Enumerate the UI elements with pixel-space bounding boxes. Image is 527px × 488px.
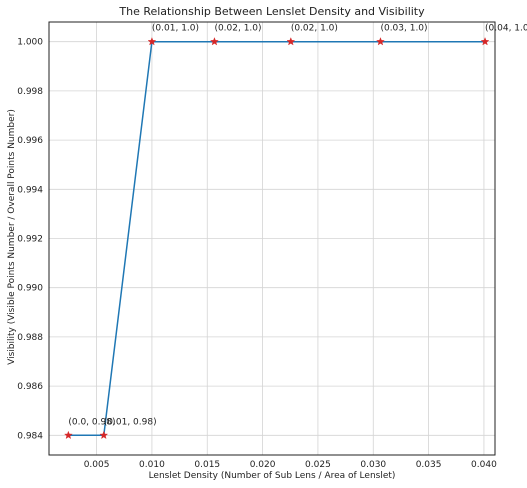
data-point-marker — [480, 37, 490, 46]
data-point-marker — [147, 37, 157, 46]
x-tick-label: 0.025 — [305, 460, 331, 470]
y-tick-label: 0.988 — [17, 333, 43, 343]
y-tick-label: 0.986 — [17, 382, 43, 392]
data-point-marker — [376, 37, 385, 46]
x-tick-label: 0.040 — [471, 460, 497, 470]
data-point-marker — [99, 430, 109, 440]
y-tick-label: 0.998 — [17, 87, 43, 97]
x-tick-label: 0.020 — [250, 460, 276, 470]
grid — [49, 22, 495, 455]
data-point-label: (0.03, 1.0) — [380, 24, 427, 34]
x-tick-label: 0.030 — [360, 460, 386, 470]
y-axis-ticks: 0.984 0.986 0.988 0.990 0.992 0.994 0.996 0.998… — [17, 38, 43, 442]
data-point-label: (0.02, 1.0) — [214, 24, 261, 34]
data-point-label: (0.04, 1.0) — [485, 24, 527, 34]
data-point-label: (0.01, 1.0) — [152, 24, 199, 34]
y-tick-label: 0.984 — [17, 431, 43, 441]
plot-frame — [48, 21, 496, 456]
y-tick-label: 0.992 — [17, 235, 43, 245]
data-point-label: (0.01, 0.98) — [104, 417, 157, 427]
y-tick-label: 0.990 — [17, 284, 43, 294]
x-tick-label: 0.015 — [194, 460, 220, 470]
data-point-label: (0.0, 0.98) — [68, 417, 115, 427]
y-axis-title: Visibility (Visible Points Number / Over… — [7, 109, 17, 365]
y-tick-label: 0.994 — [17, 185, 43, 195]
x-tick-label: 0.005 — [84, 460, 110, 470]
annotations: (0.0, 0.98)(0.01, 0.98) (0.01, 1.0) (0.02,… — [68, 24, 527, 428]
chart-title: The Relationship Between Lenslet Density… — [118, 5, 425, 18]
x-axis-ticks: 0.005 0.010 0.015 0.020 0.025 0.030 0.035 0.040 — [84, 460, 497, 470]
y-tick-label: 0.996 — [17, 136, 43, 146]
x-tick-label: 0.035 — [416, 460, 442, 470]
data-point-marker — [286, 37, 296, 46]
data-point-marker — [210, 37, 219, 46]
data-point-marker — [64, 430, 73, 440]
x-axis-title: Lenslet Density (Number of Sub Lens / Ar… — [149, 471, 396, 481]
y-tick-label: 1.000 — [17, 38, 43, 48]
x-tick-label: 0.010 — [139, 460, 165, 470]
data-point-label: (0.02, 1.0) — [291, 24, 338, 34]
markers — [64, 37, 490, 440]
